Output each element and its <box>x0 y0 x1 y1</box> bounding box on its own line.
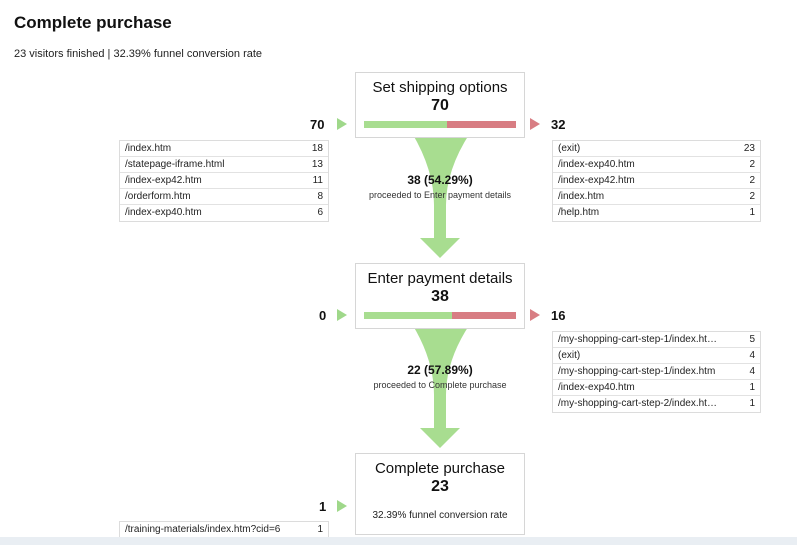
table-row[interactable]: /my-shopping-cart-step-1/index.ht… 5 <box>553 332 760 348</box>
step-name: Set shipping options <box>372 79 508 96</box>
exit-pages-table: (exit) 23 /index-exp40.htm 2 /index-exp42.… <box>552 140 761 222</box>
step-enter-payment-details[interactable]: Enter payment details 38 <box>355 263 525 329</box>
step-complete-purchase[interactable]: Complete purchase 23 32.39% funnel conve… <box>355 453 525 535</box>
exit-arrow-icon <box>530 309 540 321</box>
exits-count: 32 <box>551 117 566 132</box>
exit-bar <box>447 121 516 128</box>
table-row[interactable]: /statepage-iframe.html 13 <box>120 157 328 173</box>
table-row[interactable]: /my-shopping-cart-step-2/index.ht… 1 <box>558 398 755 409</box>
proceeded-count: 38 (54.29%) <box>407 173 473 187</box>
conversion-note: 32.39% funnel conversion rate <box>372 510 508 521</box>
table-row[interactable]: /index-exp40.htm 6 <box>125 207 323 218</box>
table-row[interactable]: /training-materials/index.htm?cid=6 1 <box>125 524 323 535</box>
continue-bar <box>364 121 447 128</box>
step-name: Enter payment details <box>367 270 513 287</box>
entrance-arrow-icon <box>337 500 347 512</box>
funnel-summary: 23 visitors finished | 32.39% funnel con… <box>14 48 263 60</box>
entrances-count: 0 <box>319 308 327 323</box>
step-set-shipping-options[interactable]: Set shipping options 70 <box>355 72 525 138</box>
entry-pages-table: /index.htm 18 /statepage-iframe.html 13 /i… <box>119 140 329 222</box>
table-row[interactable]: /index-exp40.htm 2 <box>553 157 760 173</box>
step-count: 23 <box>431 478 449 495</box>
proceeded-label: proceeded to Complete purchase <box>373 380 507 390</box>
step-count: 38 <box>431 288 449 305</box>
table-row[interactable]: (exit) 23 <box>553 141 760 157</box>
table-row[interactable]: /index-exp42.htm 11 <box>120 173 328 189</box>
continue-bar <box>364 312 452 319</box>
page-title: Complete purchase <box>14 13 172 32</box>
table-row[interactable]: /orderform.htm 8 <box>120 189 328 205</box>
entrances-count: 1 <box>319 499 327 514</box>
entrance-arrow-icon <box>337 309 347 321</box>
table-row[interactable]: /index.htm 18 <box>120 141 328 157</box>
exit-pages-table: /my-shopping-cart-step-1/index.ht… 5 (exi… <box>552 331 761 413</box>
table-row[interactable]: /index.htm 2 <box>553 189 760 205</box>
horizontal-scrollbar[interactable] <box>0 537 797 545</box>
entrance-arrow-icon <box>337 118 347 130</box>
proceeded-count: 22 (57.89%) <box>407 363 473 377</box>
table-row[interactable]: /help.htm 1 <box>558 207 755 218</box>
table-row[interactable]: /index-exp40.htm 1 <box>553 380 760 396</box>
exits-count: 16 <box>551 308 566 323</box>
funnel-2 <box>412 324 470 448</box>
exit-bar <box>452 312 516 319</box>
step-name: Complete purchase <box>374 460 506 477</box>
table-row[interactable]: /index-exp42.htm 2 <box>553 173 760 189</box>
table-row[interactable]: (exit) 4 <box>553 348 760 364</box>
proceeded-label: proceeded to Enter payment details <box>368 190 512 200</box>
step-count: 70 <box>431 97 449 114</box>
exit-arrow-icon <box>530 118 540 130</box>
funnel-1 <box>412 133 470 258</box>
entrances-count: 70 <box>310 117 325 132</box>
table-row[interactable]: /my-shopping-cart-step-1/index.htm 4 <box>553 364 760 380</box>
